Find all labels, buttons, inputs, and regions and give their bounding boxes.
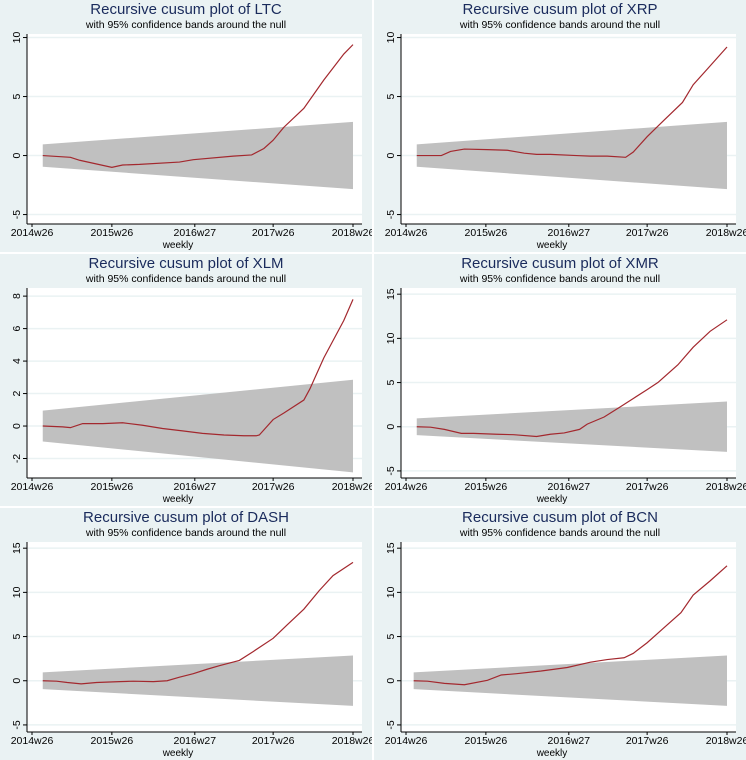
chart-panel: -2 0 2 4 6 8 2014w26 2015w26 2016w27 2017w26 2018w…: [0, 254, 372, 506]
y-tick-label: 0: [385, 678, 397, 684]
chart-subtitle: with 95% confidence bands around the nul…: [459, 273, 661, 285]
confidence-band: [42, 379, 354, 473]
y-tick-label: 15: [385, 542, 397, 554]
x-tick-label: 2017w26: [252, 481, 295, 493]
x-tick-label: 2015w26: [91, 227, 134, 239]
y-tick-label: 8: [11, 293, 23, 299]
x-tick-label: 2015w26: [91, 735, 134, 747]
cusum-line: [413, 565, 728, 686]
chart-title: Recursive cusum plot of XLM: [88, 255, 284, 272]
x-tick-label: 2016w27: [173, 227, 216, 239]
chart-title: Recursive cusum plot of DASH: [83, 509, 289, 526]
y-tick-label: 10: [11, 586, 23, 598]
x-tick-label: 2017w26: [626, 227, 669, 239]
x-tick-label: 2014w26: [385, 735, 428, 747]
chart-title: Recursive cusum plot of XRP: [462, 1, 658, 18]
y-tick-label: 5: [11, 633, 23, 639]
x-tick-label: 2016w27: [547, 481, 590, 493]
y-tick-label: 0: [385, 424, 397, 430]
x-tick-label: 2016w27: [173, 735, 216, 747]
x-tick-label: 2015w26: [465, 481, 508, 493]
x-tick-label: 2017w26: [626, 481, 669, 493]
chart-title: Recursive cusum plot of BCN: [462, 509, 658, 526]
y-tick-label: 6: [11, 326, 23, 332]
x-tick-label: 2015w26: [91, 481, 134, 493]
plot: -5 0 5 10 15 2014w26 2015w26 2016w27 2017w26 2018…: [385, 288, 746, 493]
y-tick-label: 10: [385, 32, 397, 44]
chart-title: Recursive cusum plot of XMR: [461, 255, 659, 272]
x-tick-label: 2014w26: [11, 735, 54, 747]
x-axis-label: weekly: [162, 240, 194, 251]
x-tick-label: 2017w26: [252, 735, 295, 747]
x-tick-label: 2015w26: [465, 227, 508, 239]
cusum-line: [416, 46, 728, 158]
plot: -5 0 5 10 15 2014w26 2015w26 2016w27 2017w26 2018…: [385, 542, 746, 747]
chart-subtitle: with 95% confidence bands around the nul…: [85, 19, 287, 31]
chart-panel: -5 0 5 10 15 2014w26 2015w26 2016w27 2017w26 2018…: [374, 254, 746, 506]
x-tick-label: 2014w26: [11, 481, 54, 493]
cusum-line: [416, 319, 728, 438]
y-tick-label: 5: [385, 379, 397, 385]
x-tick-label: 2018w26: [706, 227, 746, 239]
chart-subtitle: with 95% confidence bands around the nul…: [85, 273, 287, 285]
y-tick-label: -2: [11, 454, 23, 463]
y-tick-label: 0: [11, 423, 23, 429]
plot: -5 0 5 10 2014w26 2015w26 2016w27 2017w26 2018w2…: [385, 32, 746, 239]
plot: -5 0 5 10 15 2014w26 2015w26 2016w27 2017w26 2018…: [11, 542, 372, 747]
y-tick-label: 10: [11, 32, 23, 44]
x-axis-label: weekly: [162, 494, 194, 505]
chart-subtitle: with 95% confidence bands around the nul…: [85, 527, 287, 539]
y-tick-label: 15: [11, 542, 23, 554]
confidence-band: [42, 121, 354, 190]
x-tick-label: 2018w26: [706, 481, 746, 493]
x-tick-label: 2017w26: [252, 227, 295, 239]
y-tick-label: 15: [385, 288, 397, 300]
y-tick-label: 2: [11, 390, 23, 396]
chart-panel: -5 0 5 10 15 2014w26 2015w26 2016w27 2017w26 2018…: [0, 508, 372, 760]
x-tick-label: 2018w26: [332, 227, 372, 239]
confidence-band: [416, 401, 727, 452]
x-axis-label: weekly: [536, 494, 568, 505]
x-tick-label: 2018w26: [332, 481, 372, 493]
y-tick-label: 0: [11, 152, 23, 158]
x-tick-label: 2017w26: [626, 735, 669, 747]
chart-panel: -5 0 5 10 2014w26 2015w26 2016w27 2017w26 2018w2…: [0, 0, 372, 252]
x-tick-label: 2015w26: [465, 735, 508, 747]
chart-panel: -5 0 5 10 2014w26 2015w26 2016w27 2017w26 2018w2…: [374, 0, 746, 252]
y-tick-label: -5: [11, 210, 23, 219]
y-tick-label: 10: [385, 586, 397, 598]
chart-subtitle: with 95% confidence bands around the nul…: [459, 19, 661, 31]
cusum-line: [42, 44, 354, 168]
y-tick-label: 4: [11, 358, 23, 364]
y-tick-label: -5: [385, 720, 397, 729]
x-tick-label: 2018w26: [706, 735, 746, 747]
y-tick-label: 5: [11, 93, 23, 99]
y-tick-label: -5: [11, 720, 23, 729]
y-tick-label: 5: [385, 93, 397, 99]
y-tick-label: -5: [385, 466, 397, 475]
y-tick-label: 10: [385, 332, 397, 344]
x-axis-label: weekly: [536, 240, 568, 251]
chart-subtitle: with 95% confidence bands around the nul…: [459, 527, 661, 539]
x-tick-label: 2016w27: [173, 481, 216, 493]
x-tick-label: 2018w26: [332, 735, 372, 747]
chart-panel: -5 0 5 10 15 2014w26 2015w26 2016w27 2017w26 2018…: [374, 508, 746, 760]
x-tick-label: 2016w27: [547, 735, 590, 747]
y-tick-label: 5: [385, 633, 397, 639]
x-axis-label: weekly: [162, 748, 194, 759]
y-tick-label: 0: [385, 152, 397, 158]
chart-title: Recursive cusum plot of LTC: [90, 1, 282, 18]
cusum-line: [42, 561, 354, 685]
y-tick-label: 0: [11, 678, 23, 684]
x-axis-label: weekly: [536, 748, 568, 759]
plot: -5 0 5 10 2014w26 2015w26 2016w27 2017w26 2018w2…: [11, 32, 372, 239]
cusum-line: [42, 299, 354, 437]
x-tick-label: 2014w26: [385, 481, 428, 493]
plot: -2 0 2 4 6 8 2014w26 2015w26 2016w27 2017w26 2018w…: [11, 288, 372, 493]
x-tick-label: 2014w26: [385, 227, 428, 239]
x-tick-label: 2016w27: [547, 227, 590, 239]
y-tick-label: -5: [385, 210, 397, 219]
x-tick-label: 2014w26: [11, 227, 54, 239]
